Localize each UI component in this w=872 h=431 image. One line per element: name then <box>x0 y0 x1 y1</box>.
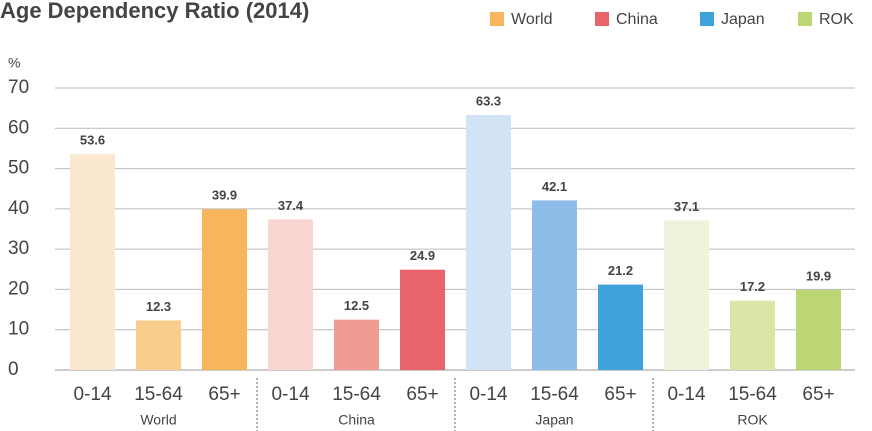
data-label: 63.3 <box>476 93 501 108</box>
data-label: 37.1 <box>674 199 699 214</box>
legend-swatch <box>490 12 504 26</box>
bar <box>400 269 445 370</box>
data-label: 12.5 <box>344 298 369 313</box>
y-tick-label: 0 <box>8 359 19 380</box>
x-tick-label: 0-14 <box>271 384 309 405</box>
y-axis-label: % <box>8 55 20 71</box>
data-label: 42.1 <box>542 179 567 194</box>
legend-swatch <box>700 12 714 26</box>
data-label: 19.9 <box>806 268 831 283</box>
bar <box>202 209 247 370</box>
bar <box>796 289 841 370</box>
x-tick-label: 15-64 <box>728 384 777 405</box>
x-tick-label: 15-64 <box>530 384 579 405</box>
x-tick-label: 15-64 <box>332 384 381 405</box>
data-label: 12.3 <box>146 299 171 314</box>
legend-label: Japan <box>721 11 765 28</box>
y-tick-label: 10 <box>8 319 29 340</box>
data-label: 21.2 <box>608 263 633 278</box>
legend-label: China <box>616 11 658 28</box>
bar <box>532 200 577 370</box>
y-tick-label: 70 <box>8 77 29 98</box>
bar <box>268 219 313 370</box>
data-label: 53.6 <box>80 133 105 148</box>
group-label: World <box>140 412 176 428</box>
y-tick-label: 20 <box>8 278 29 299</box>
x-tick-label: 0-14 <box>667 384 705 405</box>
x-tick-label: 0-14 <box>469 384 507 405</box>
x-tick-label: 0-14 <box>73 384 111 405</box>
y-tick-label: 30 <box>8 238 29 259</box>
x-tick-label: 65+ <box>802 384 834 405</box>
group-label: Japan <box>535 412 573 428</box>
bar <box>136 320 181 370</box>
bar <box>664 220 709 370</box>
bar <box>598 284 643 370</box>
legend-swatch <box>798 12 812 26</box>
x-tick-label: 65+ <box>208 384 240 405</box>
x-tick-label: 65+ <box>604 384 636 405</box>
bar <box>466 114 511 371</box>
bar <box>730 300 775 370</box>
y-tick-label: 50 <box>8 158 29 179</box>
bar <box>70 154 115 370</box>
legend-label: World <box>511 11 553 28</box>
legend-label: ROK <box>819 11 854 28</box>
x-tick-label: 65+ <box>406 384 438 405</box>
data-label: 24.9 <box>410 248 435 263</box>
chart-title: Age Dependency Ratio (2014) <box>0 0 309 23</box>
y-tick-label: 60 <box>8 117 29 138</box>
legend-swatch <box>595 12 609 26</box>
group-label: ROK <box>737 412 768 428</box>
data-label: 37.4 <box>278 198 304 213</box>
data-label: 39.9 <box>212 188 237 203</box>
group-label: China <box>338 412 375 428</box>
x-tick-label: 15-64 <box>134 384 183 405</box>
data-label: 17.2 <box>740 279 765 294</box>
y-tick-label: 40 <box>8 198 29 219</box>
bar <box>334 319 379 370</box>
